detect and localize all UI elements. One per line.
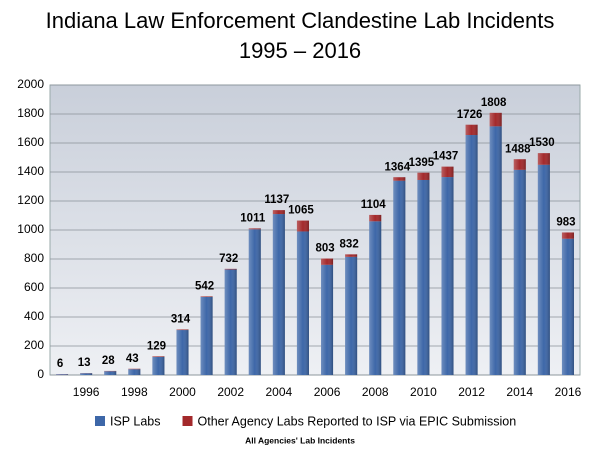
bar-shading [272,214,285,375]
legend-swatch [182,416,193,426]
bar-shading [321,264,334,375]
total-label: 1011 [240,212,266,224]
bar-shading [296,231,309,375]
y-tick-label: 800 [24,251,44,265]
total-label: 43 [126,353,139,365]
total-label: 832 [340,238,359,250]
bar-shading [296,220,309,232]
y-tick-label: 2000 [17,77,44,91]
x-tick-label: 2012 [458,385,485,399]
bar-shading [80,373,93,375]
total-label: 983 [556,216,575,228]
total-label: 1488 [505,143,531,155]
bar-shading [489,112,502,127]
y-tick-label: 1800 [17,106,44,120]
bar-shading [200,296,213,375]
y-tick-label: 1200 [17,193,44,207]
y-tick-label: 200 [24,338,44,352]
footnote: All Agencies' Lab Incidents [245,435,355,445]
bar-shading [441,177,454,375]
bar-shading [321,258,334,265]
total-label: 803 [315,243,334,255]
total-label: 129 [147,340,166,352]
bar-shading [224,269,237,375]
bar-shading [128,369,141,375]
bar-shading [369,221,382,375]
y-tick-label: 0 [37,367,44,381]
total-label: 13 [78,357,91,369]
y-tick-label: 400 [24,309,44,323]
bar-shading [224,268,237,270]
total-label: 1726 [457,109,483,121]
total-label: 542 [195,280,214,292]
bar-shading [537,153,550,165]
bar-shading [417,179,430,375]
bar-shading [272,210,285,215]
x-tick-label: 2010 [410,385,437,399]
bar-shading [465,124,478,136]
total-label: 28 [102,355,115,367]
bar-shading [176,329,189,331]
x-tick-label: 2014 [506,385,533,399]
bar-shading [393,180,406,375]
bar-shading [104,371,117,375]
bar-shading [345,254,358,257]
bar-shading [513,169,526,375]
y-tick-label: 600 [24,280,44,294]
total-label: 732 [219,253,238,265]
bar-shading [200,296,213,297]
total-label: 1437 [433,151,459,163]
bar-shading [489,126,502,375]
total-label: 1808 [481,97,507,109]
bar-shading [345,256,358,375]
bar-shading [176,330,189,375]
x-tick-label: 1996 [73,385,100,399]
total-label: 1137 [264,194,289,206]
total-label: 1530 [529,137,555,149]
bar-shading [152,356,165,375]
legend-swatch [95,416,105,426]
y-tick-label: 1000 [17,222,44,236]
x-tick-label: 2000 [169,385,196,399]
bar-shading [441,166,454,178]
total-label: 1364 [385,161,411,173]
bar-shading [152,356,165,357]
legend-label: Other Agency Labs Reported to ISP via EP… [198,414,517,428]
bar-shading [513,159,526,170]
x-tick-label: 1998 [121,385,148,399]
y-tick-label: 1600 [17,135,44,149]
bar-shading [248,228,261,230]
y-tick-label: 1400 [17,164,44,178]
x-tick-label: 2002 [217,385,244,399]
bar-shading [393,177,406,181]
x-tick-label: 2008 [362,385,389,399]
bar-shading [561,232,574,239]
bar-shading [465,135,478,375]
bar-shading [417,172,430,180]
total-label: 1065 [288,205,314,217]
x-tick-label: 2004 [266,385,293,399]
chart-subtitle: 1995 – 2016 [239,38,361,63]
x-tick-label: 2016 [555,385,582,399]
bar-shading [537,164,550,375]
legend-label: ISP Labs [110,414,161,428]
bar-shading [369,214,382,222]
total-label: 6 [57,358,63,370]
total-label: 314 [171,314,191,326]
bar-shading [56,374,69,375]
bar-shading [561,238,574,375]
chart-title: Indiana Law Enforcement Clandestine Lab … [46,8,555,33]
x-tick-label: 2006 [314,385,341,399]
total-label: 1104 [361,199,387,211]
bar-shading [248,229,261,375]
total-label: 1395 [409,157,435,169]
